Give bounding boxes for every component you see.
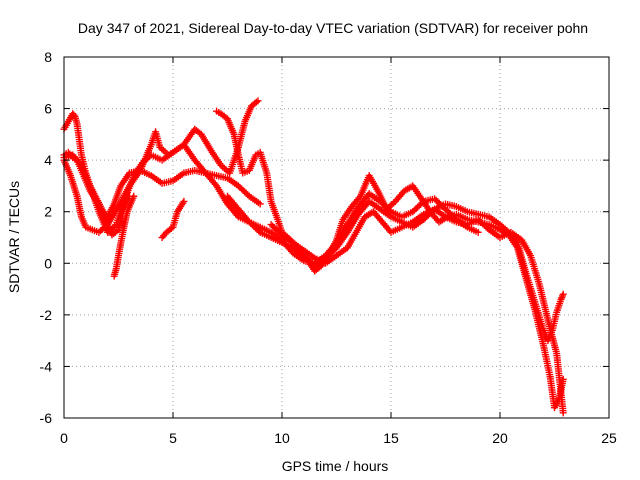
x-tick-label: 10 <box>274 430 290 446</box>
x-tick-label: 0 <box>60 430 68 446</box>
axis-ticks: 0 5 10 15 20 25 -6 -4 -2 0 2 4 6 8 <box>40 49 617 446</box>
data-point <box>130 192 138 200</box>
series-arc-g <box>213 107 567 412</box>
data-point <box>558 294 566 302</box>
data-points <box>60 97 567 417</box>
x-tick-label: 5 <box>169 430 177 446</box>
series-arc-c <box>60 97 262 236</box>
y-tick-label: 6 <box>44 101 52 117</box>
series-arc-e <box>110 192 138 280</box>
data-point <box>254 97 262 105</box>
x-axis-label: GPS time / hours <box>282 458 389 474</box>
y-axis-label: SDTVAR / TECUs <box>6 181 22 293</box>
data-point <box>559 290 567 298</box>
data-point <box>255 227 263 235</box>
x-tick-label: 15 <box>383 430 399 446</box>
y-tick-label: -4 <box>40 358 53 374</box>
data-point <box>474 228 482 236</box>
data-point <box>180 197 188 205</box>
y-tick-label: -6 <box>40 410 53 426</box>
data-point <box>233 211 241 219</box>
x-tick-label: 20 <box>492 430 508 446</box>
data-point <box>256 200 264 208</box>
y-tick-label: -2 <box>40 307 53 323</box>
data-point <box>559 409 567 417</box>
series-arc-h <box>224 192 567 345</box>
y-tick-label: 2 <box>44 204 52 220</box>
y-tick-label: 4 <box>44 152 52 168</box>
x-tick-label: 25 <box>601 430 617 446</box>
chart-title: Day 347 of 2021, Sidereal Day-to-day VTE… <box>78 20 588 36</box>
series-arc-i <box>267 205 567 417</box>
series-arc-f <box>158 197 188 241</box>
plot-frame <box>63 56 610 419</box>
y-tick-label: 8 <box>44 49 52 65</box>
y-tick-label: 0 <box>44 255 52 271</box>
grid-lines <box>64 57 609 418</box>
